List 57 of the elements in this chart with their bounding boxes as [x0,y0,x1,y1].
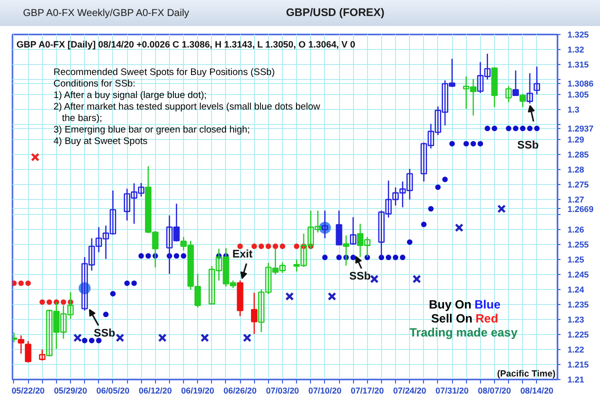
y-tick-label: 1.315 [568,60,590,70]
x-tick-label: 06/19/20 [181,386,215,396]
y-tick-label: 1.305 [568,90,590,100]
annotation: GBP A0-FX [Daily] 08/14/20 +0.0026 C 1.3086, H 1.3143, L 1.3050, O 1.3064, V 0 [16,40,356,50]
x-tick-label: 06/12/20 [138,386,172,396]
y-tick-label: 1.325 [568,30,590,40]
y-tick-label: 1.28 [568,164,584,174]
y-tick-label: 1.32 [568,44,584,54]
annotation: Recommended Sweet Spots for Buy Positions (SSb) [54,67,275,78]
y-tick-label: 1.2937 [568,123,594,134]
x-tick-label: 05/29/20 [54,386,88,396]
x-tick-label: 06/26/20 [224,386,257,396]
x-tick-label: 08/07/20 [478,386,512,396]
chart-title: GBP/USD (FOREX) [286,6,384,21]
x-tick-label: 07/03/20 [266,386,300,396]
x-tick-label: 07/24/20 [393,386,426,396]
y-tick-label: 1.21 [568,374,584,384]
y-tick-label: 1.225 [568,330,590,340]
annotation: 3) Emerging blue bar or green bar closed high; [54,124,250,136]
annotation: SSb [94,328,116,340]
annotation: Exit [232,248,253,260]
x-tick-label: 07/17/20 [350,386,384,396]
annotation: Sell On [431,312,472,326]
annotation: Blue [474,298,501,312]
annotation: SSb [349,270,371,282]
y-tick-label: 1.25 [568,254,584,264]
annotation: 2) After market has tested support levels (small blue dots below [54,102,320,112]
chart-subtitle: GBP A0-FX Weekly/GBP A0-FX Daily [23,7,190,21]
annotation: Trading made easy [409,326,518,340]
x-tick-label: 05/22/20 [12,386,45,396]
y-tick-label: 1.235 [568,300,590,310]
annotation: Red [476,312,498,326]
y-tick-label: 1.26 [568,224,584,234]
y-tick-label: 1.23 [568,314,584,324]
y-tick-label: 1.215 [568,360,590,370]
y-tick-label: 1.3086 [568,78,594,89]
y-tick-label: 1.245 [568,270,590,280]
y-tick-label: 1.2669 [568,204,594,214]
annotation: the bars); [62,113,102,124]
x-tick-label: 07/31/20 [436,386,469,396]
annotation: (Pacific Time) [497,368,556,378]
y-tick-label: 1.275 [568,180,590,190]
y-tick-label: 1.285 [568,150,590,160]
annotation: SSb [517,140,539,152]
annotation: Conditions for SSb: [54,78,136,90]
x-tick-label: 06/05/20 [96,386,130,396]
y-tick-label: 1.29 [568,134,584,144]
x-tick-label: 08/14/20 [520,386,554,396]
y-tick-label: 1.3 [568,104,580,114]
annotation: 4) Buy at Sweet Spots [54,136,148,147]
y-tick-label: 1.24 [568,284,584,294]
y-tick-label: 1.27 [568,194,584,204]
x-tick-label: 07/10/20 [308,386,342,396]
annotation: Buy On [428,298,472,312]
y-tick-label: 1.22 [568,344,584,354]
y-tick-label: 1.255 [568,240,590,250]
annotation: 1) After a buy signal (large blue dot); [54,90,207,101]
